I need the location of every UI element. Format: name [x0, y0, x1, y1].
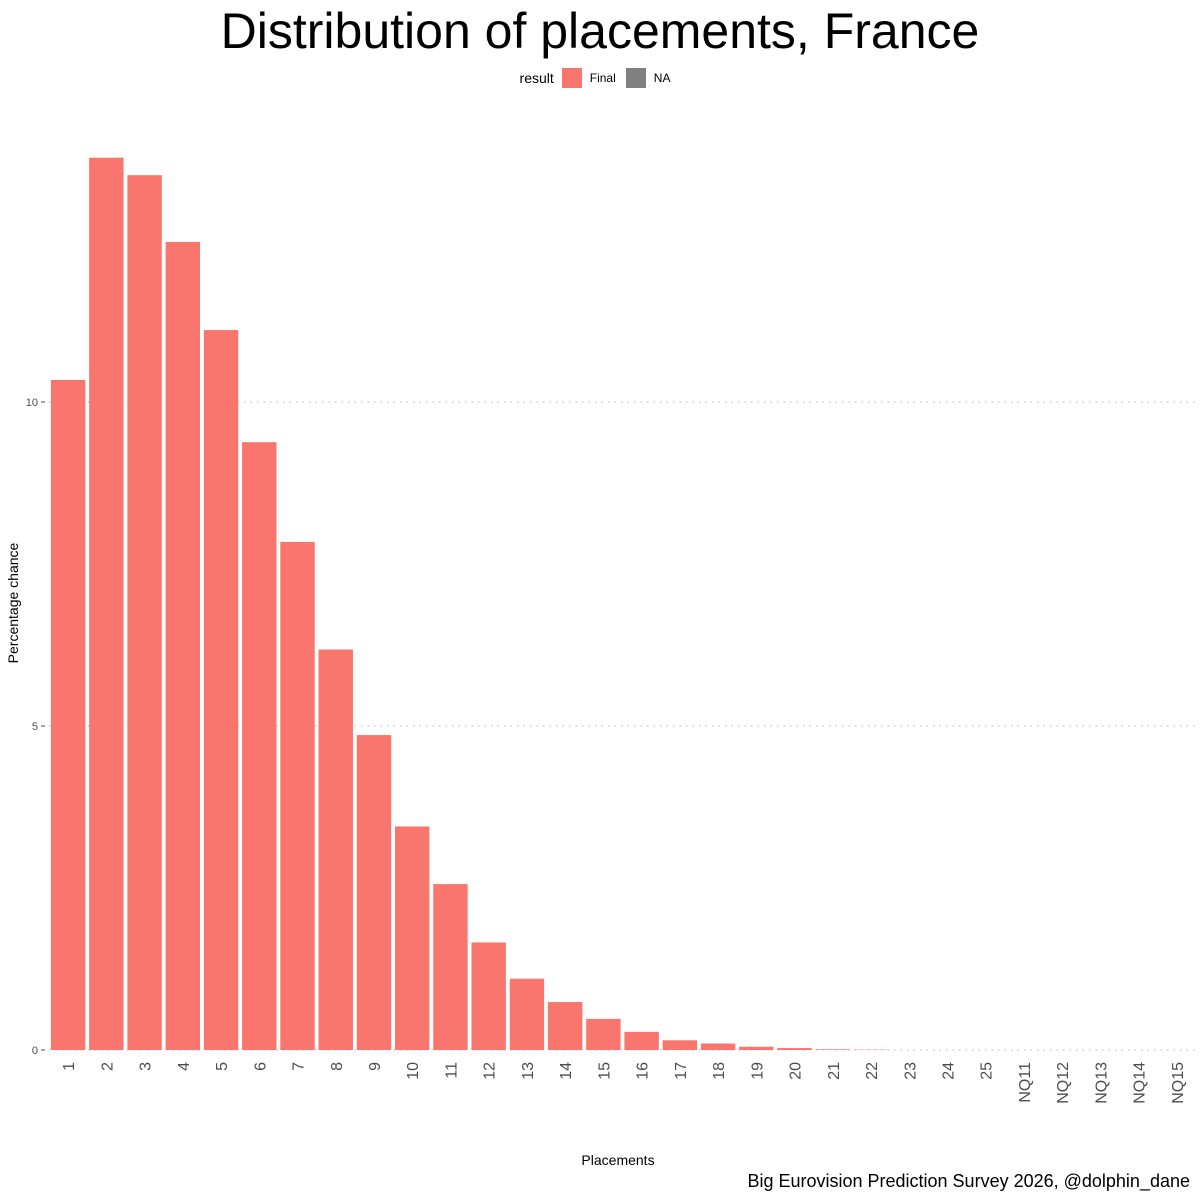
legend-label-final: Final	[589, 71, 616, 85]
x-tick-label: 16	[635, 1062, 652, 1080]
x-tick-label: 9	[367, 1062, 384, 1071]
bar-19	[739, 1046, 774, 1050]
bars	[50, 157, 889, 1051]
x-tick-label: 19	[749, 1062, 766, 1080]
x-tick-label: 15	[596, 1062, 613, 1080]
x-tick-label: NQ14	[1132, 1062, 1149, 1104]
legend: result Final NA	[0, 68, 1200, 88]
bar-18	[700, 1043, 736, 1050]
bar-15	[586, 1018, 621, 1050]
bar-20	[777, 1048, 812, 1050]
y-axis-label: Percentage chance	[5, 542, 21, 663]
legend-swatch-na	[625, 68, 646, 88]
legend-title: result	[519, 70, 554, 86]
x-tick-label: 23	[902, 1062, 919, 1080]
x-tick-label: 3	[138, 1062, 155, 1071]
x-tick-label: 8	[329, 1062, 346, 1071]
x-tick-label: 10	[405, 1062, 422, 1080]
bar-8	[318, 649, 353, 1050]
x-tick-label: 2	[99, 1062, 116, 1071]
bar-1	[50, 379, 86, 1050]
bar-7	[280, 541, 315, 1050]
x-tick-label: 7	[291, 1062, 308, 1071]
y-tick-label: 10	[26, 397, 38, 409]
bar-4	[165, 241, 201, 1051]
legend-item-na: NA	[625, 68, 671, 88]
bar-12	[471, 942, 506, 1050]
y-tick-label: 0	[32, 1045, 38, 1057]
x-tick-label: 12	[482, 1062, 499, 1080]
bar-11	[433, 884, 468, 1050]
x-tick-label: 6	[252, 1062, 269, 1071]
caption: Big Eurovision Prediction Survey 2026, @…	[747, 1171, 1190, 1191]
x-axis-label: Placements	[581, 1152, 654, 1168]
chart-title: Distribution of placements, France	[220, 3, 980, 59]
bar-6	[242, 442, 277, 1050]
x-tick-label: 1	[61, 1062, 78, 1071]
x-tick-label: NQ12	[1055, 1062, 1072, 1104]
bar-2	[89, 157, 124, 1051]
x-tick-label: 18	[711, 1062, 728, 1080]
bar-10	[395, 826, 430, 1050]
axes: 1 2 3 4 5 6 7 8 9 10 11 12 13 14 15 16 17 18 19 20 21 22 23 24 2…	[61, 1062, 1187, 1104]
bar-13	[509, 978, 545, 1050]
bar-17	[662, 1040, 698, 1050]
x-tick-label: 5	[214, 1062, 231, 1071]
x-tick-label: 14	[558, 1062, 575, 1080]
x-tick-label: 20	[788, 1062, 805, 1080]
bar-14	[547, 1002, 583, 1050]
x-tick-label: 22	[864, 1062, 881, 1080]
x-tick-label: 4	[176, 1062, 193, 1071]
x-tick-label: 25	[979, 1062, 996, 1080]
x-tick-label: 21	[826, 1062, 843, 1080]
bar-21	[815, 1049, 850, 1050]
gridlines: 0 5 10	[26, 397, 1196, 1057]
legend-label-na: NA	[653, 71, 671, 85]
x-tick-label: NQ13	[1093, 1062, 1110, 1104]
bar-5	[203, 330, 239, 1050]
bar-16	[624, 1031, 659, 1050]
x-tick-label: NQ15	[1170, 1062, 1187, 1104]
x-tick-label: 24	[940, 1062, 957, 1080]
x-tick-label: 17	[673, 1062, 690, 1080]
legend-swatch-final	[561, 68, 582, 88]
x-tick-label: 11	[443, 1062, 460, 1079]
y-tick-label: 5	[32, 721, 38, 733]
bar-9	[356, 735, 392, 1050]
legend-item-final: Final	[561, 68, 616, 88]
x-tick-label: 13	[520, 1062, 537, 1080]
bar-3	[127, 175, 162, 1050]
x-tick-label: NQ11	[1017, 1062, 1034, 1103]
